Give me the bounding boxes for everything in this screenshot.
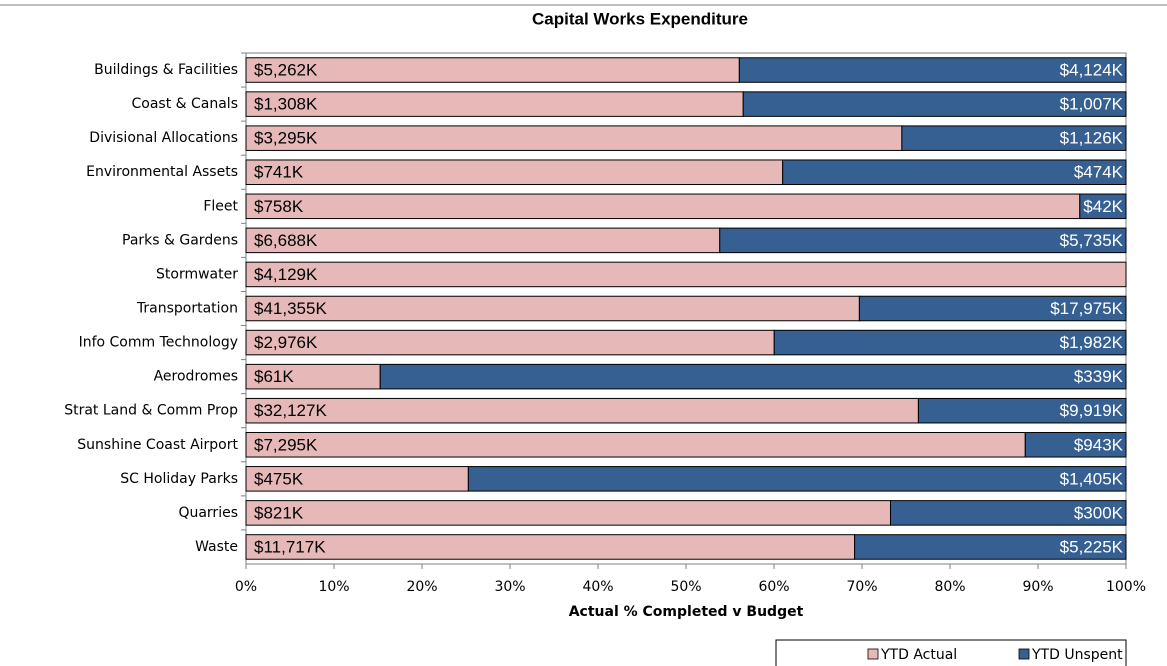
value-label: $42K [1083,197,1123,216]
bar-segment [858,295,1127,322]
x-tick-label: 50% [670,579,701,595]
value-label: $4,124K [1060,61,1124,80]
x-tick-label: 90% [1022,579,1053,595]
value-label: $475K [254,469,304,488]
value-label: $6,688K [254,231,318,250]
value-label: $4,129K [254,265,318,284]
x-tick-label: 0% [235,579,257,595]
x-axis-title: Actual % Completed v Budget [569,604,804,620]
y-tick-label: Parks & Gardens [122,232,238,248]
y-tick-label: Sunshine Coast Airport [77,437,238,453]
value-label: $758K [254,197,304,216]
bar-segment [245,261,1127,288]
bar-segment [773,329,1127,356]
y-tick-label: Divisional Allocations [89,130,238,146]
bar-segment [245,125,903,151]
bar-segment [245,432,1026,458]
bar-segment [719,227,1127,254]
bar-segment [738,57,1127,83]
bar-segment [245,329,775,356]
y-tick-label: Fleet [203,198,238,214]
value-label: $5,262K [254,61,318,80]
bar-segment [379,363,1127,390]
x-tick-label: 40% [582,579,613,595]
bar-segment [245,193,1081,220]
y-tick-label: Aerodromes [154,369,238,385]
x-tick-label: 60% [758,579,789,595]
value-label: $300K [1074,503,1124,522]
legend-label: YTD Unspent [1031,647,1123,663]
value-label: $1,405K [1060,469,1124,488]
bar-segment [1024,432,1127,458]
value-label: $7,295K [254,435,318,454]
value-label: $32,127K [254,401,327,420]
bar-segment [245,227,721,254]
bar-segment [901,125,1127,151]
chart-title: Capital Works Expenditure [532,9,748,28]
bar-segment [782,159,1127,185]
bar-segment [245,466,469,492]
value-label: $41,355K [254,299,327,318]
bar-segment [245,534,856,560]
value-label: $943K [1074,435,1124,454]
bar-segment [245,57,740,83]
value-label: $11,717K [254,537,326,556]
bar-segment [889,500,1127,526]
x-tick-label: 20% [406,579,437,595]
bar-segment [1079,193,1127,220]
value-label: $1,308K [254,95,318,114]
value-label: $474K [1074,163,1124,182]
y-tick-label: Stormwater [156,266,238,282]
bar-segment [917,397,1127,424]
x-tick-label: 30% [494,579,525,595]
bar-segment [245,91,744,117]
value-label: $1,007K [1060,95,1124,114]
value-label: $61K [254,367,294,386]
y-tick-label: Transportation [136,301,238,317]
bar-segment [245,295,860,322]
y-tick-label: Buildings & Facilities [94,62,238,78]
bar-segment [245,363,381,390]
y-tick-label: Waste [195,539,238,555]
x-tick-label: 70% [846,579,877,595]
bar-segment [245,500,891,526]
value-label: $1,982K [1060,333,1124,352]
value-label: $741K [254,163,304,182]
y-tick-label: SC Holiday Parks [120,471,238,487]
value-label: $5,735K [1060,231,1124,250]
y-tick-label: Info Comm Technology [79,335,238,351]
y-tick-label: Quarries [178,505,238,521]
value-label: $5,225K [1060,537,1124,556]
legend-swatch [867,648,879,660]
y-tick-label: Strat Land & Comm Prop [64,403,238,419]
bar-segment [245,397,919,424]
legend-label: YTD Actual [880,647,957,663]
value-label: $3,295K [254,129,318,148]
y-tick-label: Coast & Canals [131,96,238,112]
value-label: $17,975K [1050,299,1123,318]
bar-segment [742,91,1127,117]
value-label: $821K [254,503,304,522]
y-tick-label: Environmental Assets [86,164,238,180]
value-label: $1,126K [1060,129,1124,148]
bar-segment [854,534,1127,560]
value-label: $339K [1074,367,1124,386]
value-label: $2,976K [254,333,318,352]
legend-swatch [1018,648,1030,660]
x-tick-label: 80% [934,579,965,595]
x-tick-label: 100% [1106,579,1146,595]
legend-box [775,639,1127,666]
bar-segment [245,159,784,185]
bar-segment [467,466,1127,492]
x-tick-label: 10% [318,579,349,595]
value-label: $9,919K [1060,401,1124,420]
